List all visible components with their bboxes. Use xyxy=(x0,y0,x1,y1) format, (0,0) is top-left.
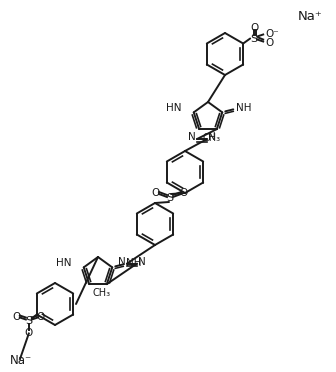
Text: CH₃: CH₃ xyxy=(92,288,110,298)
Text: O⁻: O⁻ xyxy=(265,29,279,38)
Text: O: O xyxy=(265,38,274,48)
Text: S: S xyxy=(251,33,258,44)
Text: Na⁻: Na⁻ xyxy=(10,353,32,366)
Text: HN: HN xyxy=(166,103,182,113)
Text: S: S xyxy=(166,193,174,203)
Text: NH: NH xyxy=(236,103,252,113)
Text: O: O xyxy=(25,327,33,337)
Text: N: N xyxy=(188,132,196,142)
Text: O: O xyxy=(152,188,160,198)
Text: Na⁺: Na⁺ xyxy=(298,10,322,22)
Text: NH: NH xyxy=(126,259,142,268)
Text: O: O xyxy=(180,188,188,198)
Text: S: S xyxy=(25,315,32,326)
Text: O: O xyxy=(37,311,45,321)
Text: O: O xyxy=(250,22,258,32)
Text: O: O xyxy=(13,311,21,321)
Text: N: N xyxy=(118,257,126,267)
Text: N: N xyxy=(208,132,216,142)
Text: N: N xyxy=(138,257,146,267)
Text: CH₃: CH₃ xyxy=(202,133,220,143)
Text: HN: HN xyxy=(56,259,72,268)
